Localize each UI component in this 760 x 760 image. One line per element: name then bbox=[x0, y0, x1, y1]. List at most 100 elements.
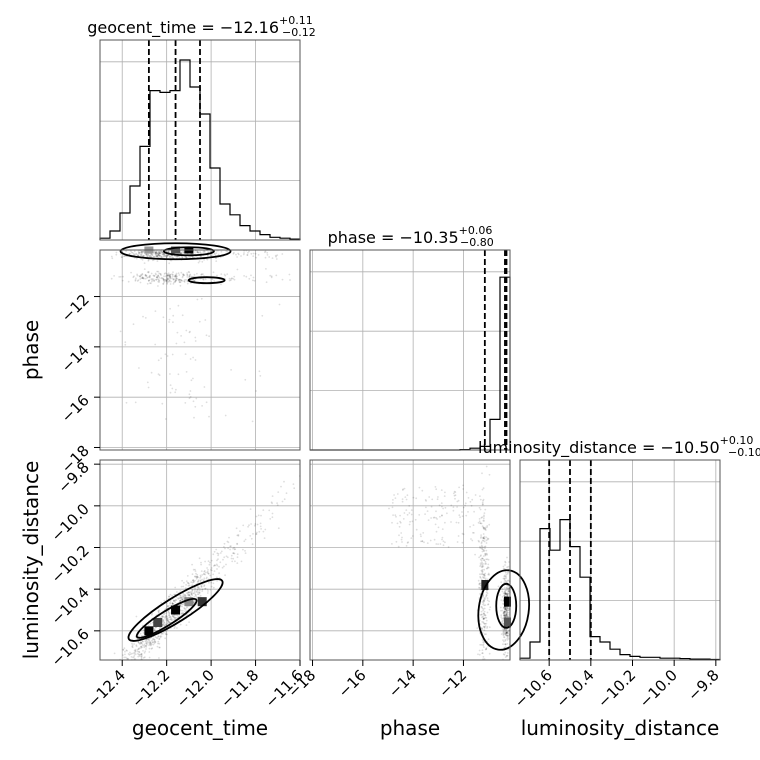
scatter-point bbox=[183, 279, 186, 281]
scatter-point bbox=[442, 507, 444, 510]
scatter-point bbox=[501, 622, 504, 625]
scatter-point bbox=[208, 415, 210, 418]
scatter-point bbox=[233, 546, 236, 549]
scatter-point bbox=[178, 597, 181, 600]
scatter-point bbox=[210, 559, 213, 562]
scatter-point bbox=[201, 588, 204, 591]
scatter-point bbox=[506, 636, 509, 639]
scatter-point bbox=[147, 279, 150, 282]
scatter-point bbox=[226, 540, 229, 543]
scatter-point bbox=[246, 254, 249, 256]
scatter-point bbox=[193, 601, 195, 603]
scatter-point bbox=[133, 656, 136, 658]
scatter-point bbox=[441, 505, 443, 508]
scatter-point bbox=[503, 592, 506, 595]
scatter-point bbox=[203, 573, 205, 575]
scatter-point bbox=[236, 268, 239, 271]
scatter-point bbox=[174, 279, 177, 282]
scatter-point bbox=[507, 565, 510, 568]
panel-frame-geocent_time-phase bbox=[99, 249, 301, 451]
scatter-point bbox=[403, 512, 406, 514]
scatter-point bbox=[146, 276, 149, 279]
scatter-point bbox=[469, 500, 472, 503]
scatter-point bbox=[166, 274, 169, 276]
scatter-point bbox=[141, 273, 144, 276]
scatter-point bbox=[188, 621, 191, 623]
scatter-point bbox=[203, 570, 206, 572]
scatter-point bbox=[141, 251, 143, 254]
scatter-point bbox=[154, 252, 157, 255]
scatter-point bbox=[430, 517, 432, 519]
scatter-point bbox=[180, 613, 183, 615]
scatter-point bbox=[168, 250, 170, 253]
scatter-point bbox=[209, 254, 212, 256]
scatter-point bbox=[194, 588, 196, 591]
scatter-point bbox=[248, 524, 250, 527]
scatter-point bbox=[418, 514, 421, 516]
scatter-point bbox=[143, 254, 145, 257]
scatter-point bbox=[151, 253, 154, 256]
scatter-point bbox=[153, 628, 156, 630]
scatter-point bbox=[131, 645, 134, 648]
scatter-point bbox=[182, 594, 185, 596]
scatter-point bbox=[249, 508, 252, 510]
scatter-point bbox=[504, 614, 507, 617]
scatter-point bbox=[210, 569, 213, 572]
scatter-point bbox=[165, 256, 168, 258]
scatter-point bbox=[255, 515, 258, 518]
scatter-point bbox=[141, 250, 144, 253]
scatter-point bbox=[174, 275, 177, 278]
scatter-point bbox=[184, 608, 187, 610]
scatter-point bbox=[483, 598, 485, 601]
scatter-point bbox=[481, 557, 484, 560]
scatter-point bbox=[243, 252, 245, 254]
scatter-point bbox=[164, 255, 167, 257]
scatter-point bbox=[402, 518, 405, 520]
scatter-point bbox=[208, 335, 211, 338]
scatter-point bbox=[139, 642, 142, 645]
scatter-point bbox=[228, 279, 231, 282]
scatter-point bbox=[168, 616, 171, 618]
scatter-point bbox=[506, 592, 509, 595]
scatter-point bbox=[395, 540, 398, 543]
scatter-point bbox=[137, 641, 140, 644]
scatter-point bbox=[153, 629, 156, 632]
scatter-point bbox=[501, 618, 503, 620]
scatter-point bbox=[483, 535, 486, 538]
scatter-point bbox=[177, 597, 180, 599]
scatter-point bbox=[467, 497, 470, 499]
scatter-point bbox=[158, 272, 161, 275]
scatter-point bbox=[132, 276, 135, 279]
scatter-point bbox=[150, 256, 153, 258]
xtick-label-geocent_time-0: −12.4 bbox=[84, 666, 129, 711]
scatter-point bbox=[185, 580, 188, 583]
scatter-point bbox=[401, 541, 403, 543]
scatter-point bbox=[176, 275, 179, 278]
scatter-point bbox=[161, 632, 163, 635]
scatter-point bbox=[217, 253, 220, 256]
xtick-label-luminosity_distance-4: −9.8 bbox=[684, 666, 722, 704]
scatter-point bbox=[503, 632, 506, 635]
scatter-point bbox=[183, 593, 186, 596]
scatter-point bbox=[110, 255, 113, 258]
scatter-point bbox=[131, 644, 134, 647]
title-sup-luminosity-distance: +0.10 bbox=[720, 434, 754, 447]
scatter-point bbox=[164, 624, 166, 627]
scatter-point bbox=[149, 642, 152, 645]
scatter-point bbox=[200, 252, 203, 255]
scatter-point bbox=[252, 279, 254, 282]
scatter-point bbox=[250, 274, 252, 277]
scatter-point bbox=[156, 255, 158, 257]
scatter-point bbox=[483, 627, 486, 629]
scatter-point bbox=[503, 606, 506, 609]
scatter-point bbox=[141, 646, 144, 649]
scatter-point bbox=[503, 608, 506, 611]
scatter-point bbox=[506, 609, 509, 611]
scatter-point bbox=[173, 275, 176, 278]
scatter-point bbox=[473, 532, 475, 534]
scatter-point bbox=[143, 651, 146, 654]
scatter-point bbox=[507, 590, 510, 592]
scatter-point bbox=[154, 343, 157, 346]
scatter-point bbox=[152, 274, 155, 277]
scatter-point bbox=[149, 282, 151, 285]
